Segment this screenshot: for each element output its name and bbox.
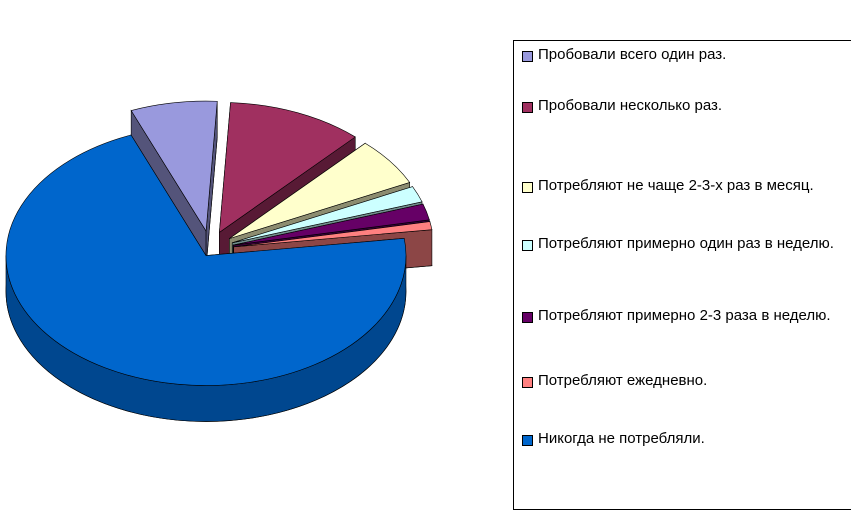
slice: [232, 186, 423, 244]
slice: [233, 221, 433, 248]
legend-item: Потребляют примерно один раз в неделю.: [522, 235, 843, 255]
legend-label: Потребляют примерно один раз в неделю.: [538, 235, 834, 252]
legend-swatch: [522, 435, 533, 446]
legend-swatch: [522, 312, 533, 323]
legend-swatch: [522, 51, 533, 62]
chart: [5, 100, 433, 422]
legend-item: Потребляют примерно 2-3 раза в неделю.: [522, 307, 843, 327]
legend-swatch: [522, 377, 533, 388]
legend-label: Никогда не потребляли.: [538, 430, 705, 447]
legend-swatch: [522, 182, 533, 193]
legend-item: Потребляют ежедневно.: [522, 372, 843, 392]
legend-label: Потребляют примерно 2-3 раза в неделю.: [538, 307, 831, 324]
legend-label: Потребляют ежедневно.: [538, 372, 708, 389]
legend-item: Пробовали всего один раз.: [522, 46, 843, 66]
legend: Пробовали всего один раз. Пробовали неско…: [513, 40, 851, 510]
legend-item: Потребляют не чаще 2-3-х раз в месяц.: [522, 177, 843, 197]
legend-swatch: [522, 240, 533, 251]
legend-item: Никогда не потребляли.: [522, 430, 843, 450]
slice: [229, 142, 411, 239]
slice: [219, 102, 356, 233]
page: {"chart_data": {"type": "pie", "style": …: [5, 40, 851, 510]
legend-label: Пробовали несколько раз.: [538, 97, 723, 114]
legend-label: Пробовали всего один раз.: [538, 46, 727, 63]
slice: [5, 134, 407, 386]
slice: [233, 203, 430, 246]
legend-label: Потребляют не чаще 2-3-х раз в месяц.: [538, 177, 814, 194]
legend-swatch: [522, 102, 533, 113]
slice: [130, 100, 218, 232]
legend-item: Пробовали несколько раз.: [522, 97, 843, 117]
